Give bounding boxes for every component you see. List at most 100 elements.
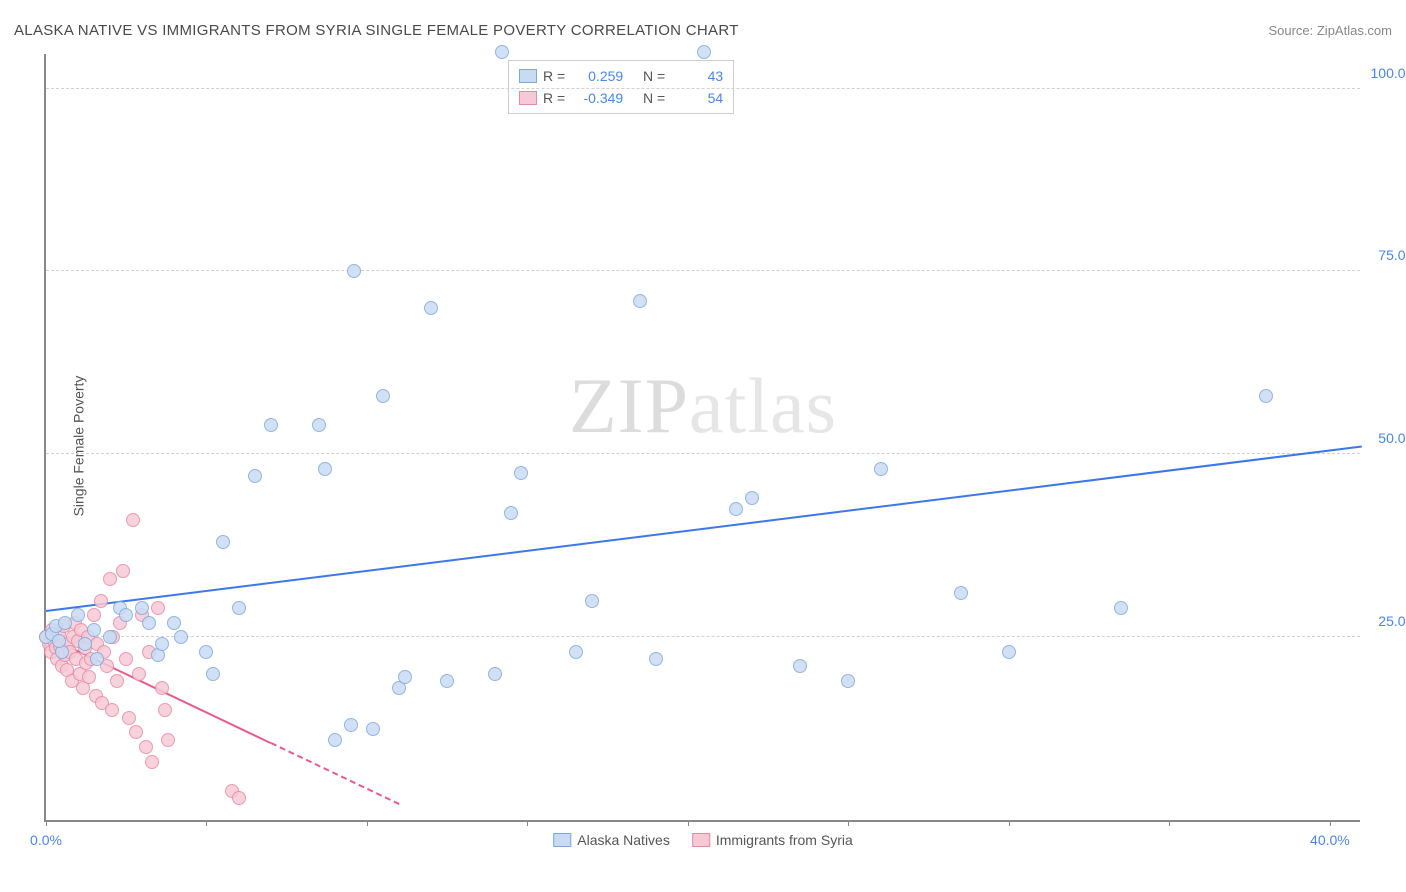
data-point bbox=[232, 601, 246, 615]
data-point bbox=[874, 462, 888, 476]
gridline bbox=[46, 453, 1360, 454]
scatter-plot: ZIPatlas R = 0.259 N = 43 R = -0.349 N =… bbox=[44, 54, 1360, 822]
x-tick bbox=[1330, 820, 1331, 826]
data-point bbox=[174, 630, 188, 644]
data-point bbox=[318, 462, 332, 476]
legend-row-b: R = -0.349 N = 54 bbox=[519, 87, 723, 109]
data-point bbox=[58, 616, 72, 630]
data-point bbox=[135, 601, 149, 615]
gridline bbox=[46, 636, 1360, 637]
legend-item-b: Immigrants from Syria bbox=[692, 832, 853, 848]
x-tick-label: 40.0% bbox=[1310, 832, 1350, 848]
data-point bbox=[129, 725, 143, 739]
data-point bbox=[344, 718, 358, 732]
data-point bbox=[504, 506, 518, 520]
series-legend: Alaska Natives Immigrants from Syria bbox=[553, 832, 853, 848]
data-point bbox=[52, 634, 66, 648]
data-point bbox=[139, 740, 153, 754]
x-tick bbox=[1009, 820, 1010, 826]
data-point bbox=[495, 45, 509, 59]
data-point bbox=[206, 667, 220, 681]
data-point bbox=[151, 601, 165, 615]
data-point bbox=[841, 674, 855, 688]
x-tick bbox=[527, 820, 528, 826]
legend-row-a: R = 0.259 N = 43 bbox=[519, 65, 723, 87]
watermark: ZIPatlas bbox=[569, 361, 837, 451]
data-point bbox=[264, 418, 278, 432]
gridline bbox=[46, 88, 1360, 89]
data-point bbox=[312, 418, 326, 432]
data-point bbox=[1259, 389, 1273, 403]
data-point bbox=[216, 535, 230, 549]
data-point bbox=[90, 652, 104, 666]
swatch-syria bbox=[519, 91, 537, 105]
trend-line bbox=[46, 445, 1362, 612]
swatch-alaska-icon bbox=[553, 833, 571, 847]
data-point bbox=[167, 616, 181, 630]
trend-line bbox=[270, 742, 399, 805]
x-tick bbox=[848, 820, 849, 826]
chart-title: ALASKA NATIVE VS IMMIGRANTS FROM SYRIA S… bbox=[14, 22, 739, 39]
x-tick bbox=[688, 820, 689, 826]
data-point bbox=[793, 659, 807, 673]
data-point bbox=[119, 608, 133, 622]
x-tick-label: 0.0% bbox=[30, 832, 62, 848]
data-point bbox=[954, 586, 968, 600]
data-point bbox=[488, 667, 502, 681]
data-point bbox=[110, 674, 124, 688]
data-point bbox=[119, 652, 133, 666]
data-point bbox=[122, 711, 136, 725]
x-tick bbox=[206, 820, 207, 826]
data-point bbox=[105, 703, 119, 717]
data-point bbox=[248, 469, 262, 483]
swatch-alaska bbox=[519, 69, 537, 83]
x-tick bbox=[1169, 820, 1170, 826]
data-point bbox=[398, 670, 412, 684]
swatch-syria-icon bbox=[692, 833, 710, 847]
gridline bbox=[46, 270, 1360, 271]
data-point bbox=[1114, 601, 1128, 615]
data-point bbox=[155, 637, 169, 651]
data-point bbox=[232, 791, 246, 805]
data-point bbox=[94, 594, 108, 608]
data-point bbox=[142, 616, 156, 630]
data-point bbox=[697, 45, 711, 59]
data-point bbox=[328, 733, 342, 747]
data-point bbox=[569, 645, 583, 659]
data-point bbox=[514, 466, 528, 480]
y-tick-label: 75.0% bbox=[1364, 247, 1406, 263]
data-point bbox=[116, 564, 130, 578]
data-point bbox=[132, 667, 146, 681]
data-point bbox=[161, 733, 175, 747]
data-point bbox=[199, 645, 213, 659]
data-point bbox=[585, 594, 599, 608]
n-value-b: 54 bbox=[671, 87, 723, 109]
data-point bbox=[649, 652, 663, 666]
n-value-a: 43 bbox=[671, 65, 723, 87]
x-tick bbox=[46, 820, 47, 826]
data-point bbox=[82, 670, 96, 684]
r-value-b: -0.349 bbox=[571, 87, 623, 109]
data-point bbox=[87, 608, 101, 622]
data-point bbox=[745, 491, 759, 505]
chart-header: ALASKA NATIVE VS IMMIGRANTS FROM SYRIA S… bbox=[14, 18, 1392, 42]
data-point bbox=[440, 674, 454, 688]
data-point bbox=[126, 513, 140, 527]
data-point bbox=[155, 681, 169, 695]
data-point bbox=[78, 637, 92, 651]
data-point bbox=[103, 572, 117, 586]
y-tick-label: 100.0% bbox=[1364, 65, 1406, 81]
data-point bbox=[424, 301, 438, 315]
y-tick-label: 25.0% bbox=[1364, 613, 1406, 629]
chart-source: Source: ZipAtlas.com bbox=[1268, 23, 1392, 38]
data-point bbox=[366, 722, 380, 736]
data-point bbox=[158, 703, 172, 717]
data-point bbox=[145, 755, 159, 769]
data-point bbox=[71, 608, 85, 622]
r-value-a: 0.259 bbox=[571, 65, 623, 87]
source-link[interactable]: ZipAtlas.com bbox=[1317, 23, 1392, 38]
y-tick-label: 50.0% bbox=[1364, 430, 1406, 446]
data-point bbox=[347, 264, 361, 278]
data-point bbox=[1002, 645, 1016, 659]
x-tick bbox=[367, 820, 368, 826]
